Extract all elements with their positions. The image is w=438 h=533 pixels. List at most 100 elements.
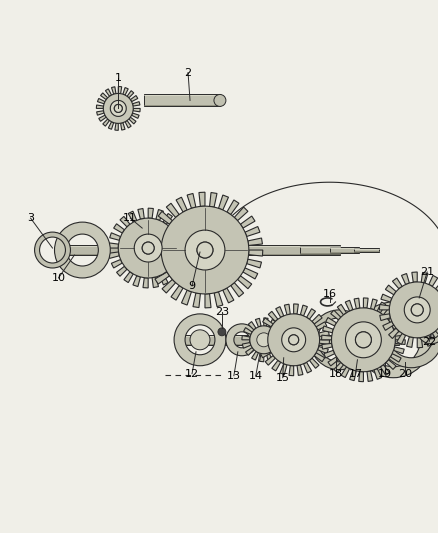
Polygon shape <box>130 95 138 102</box>
Polygon shape <box>105 89 111 96</box>
Wedge shape <box>378 304 438 368</box>
Text: 2: 2 <box>184 68 191 77</box>
Polygon shape <box>237 276 251 289</box>
Circle shape <box>256 333 270 347</box>
Polygon shape <box>321 343 332 349</box>
Polygon shape <box>380 294 391 302</box>
Polygon shape <box>273 324 281 332</box>
Circle shape <box>118 218 178 278</box>
Polygon shape <box>317 346 328 353</box>
Polygon shape <box>171 286 183 300</box>
Polygon shape <box>271 360 280 371</box>
Text: 10: 10 <box>51 273 65 283</box>
Polygon shape <box>218 195 228 210</box>
Polygon shape <box>255 318 261 327</box>
Wedge shape <box>403 297 429 323</box>
Polygon shape <box>132 102 140 106</box>
Polygon shape <box>133 276 140 287</box>
Polygon shape <box>129 117 136 124</box>
Polygon shape <box>240 216 254 228</box>
Bar <box>144 94 219 107</box>
Polygon shape <box>392 278 401 289</box>
Polygon shape <box>401 273 409 285</box>
Polygon shape <box>159 274 168 285</box>
Polygon shape <box>385 285 395 295</box>
Polygon shape <box>336 304 346 315</box>
Polygon shape <box>416 337 422 348</box>
Text: 19: 19 <box>378 369 392 379</box>
Polygon shape <box>138 208 144 219</box>
Polygon shape <box>176 197 187 212</box>
Polygon shape <box>378 304 389 310</box>
Polygon shape <box>97 99 105 104</box>
Polygon shape <box>116 266 127 276</box>
Polygon shape <box>275 306 283 317</box>
Polygon shape <box>344 300 352 311</box>
Text: 20: 20 <box>397 369 411 379</box>
Polygon shape <box>226 200 238 215</box>
Polygon shape <box>96 105 103 108</box>
Wedge shape <box>345 322 381 358</box>
Polygon shape <box>431 331 438 342</box>
Polygon shape <box>214 292 223 306</box>
Polygon shape <box>223 288 233 303</box>
Polygon shape <box>245 348 253 356</box>
Polygon shape <box>268 320 276 328</box>
Polygon shape <box>177 238 187 244</box>
Polygon shape <box>127 91 134 98</box>
Polygon shape <box>150 264 165 273</box>
Wedge shape <box>416 316 438 344</box>
Text: 18: 18 <box>328 369 342 379</box>
Polygon shape <box>251 351 258 360</box>
Polygon shape <box>265 356 275 365</box>
Circle shape <box>197 242 212 258</box>
Polygon shape <box>123 87 128 95</box>
Polygon shape <box>394 330 404 336</box>
Wedge shape <box>174 314 226 366</box>
Polygon shape <box>242 268 257 279</box>
Circle shape <box>288 335 298 345</box>
Polygon shape <box>366 371 372 382</box>
Polygon shape <box>323 350 334 358</box>
Polygon shape <box>340 367 349 377</box>
Circle shape <box>213 94 226 107</box>
Polygon shape <box>244 227 259 237</box>
Bar <box>60 245 339 255</box>
Circle shape <box>331 308 394 372</box>
Polygon shape <box>131 113 139 118</box>
Polygon shape <box>318 340 329 344</box>
Polygon shape <box>314 353 324 362</box>
Polygon shape <box>111 87 116 94</box>
Polygon shape <box>242 343 250 348</box>
Polygon shape <box>428 276 437 286</box>
Polygon shape <box>309 358 318 368</box>
Wedge shape <box>54 222 110 278</box>
Polygon shape <box>147 255 162 262</box>
Polygon shape <box>437 325 438 335</box>
Polygon shape <box>209 192 216 207</box>
Polygon shape <box>311 314 321 324</box>
Polygon shape <box>330 310 340 320</box>
Polygon shape <box>434 281 438 292</box>
Polygon shape <box>174 228 184 237</box>
Polygon shape <box>370 299 376 310</box>
Polygon shape <box>396 333 405 344</box>
Polygon shape <box>306 309 315 319</box>
Polygon shape <box>115 123 118 131</box>
Polygon shape <box>277 340 285 344</box>
Polygon shape <box>166 269 176 280</box>
Text: 22: 22 <box>421 337 435 347</box>
Circle shape <box>389 282 438 338</box>
Polygon shape <box>349 370 356 381</box>
Polygon shape <box>120 216 130 227</box>
Text: 3: 3 <box>27 213 34 223</box>
Polygon shape <box>108 122 113 130</box>
Polygon shape <box>379 365 389 375</box>
Polygon shape <box>262 318 272 327</box>
Polygon shape <box>394 340 404 344</box>
Bar <box>178 335 399 345</box>
Polygon shape <box>187 193 195 208</box>
Polygon shape <box>382 307 392 317</box>
Polygon shape <box>248 321 255 330</box>
Polygon shape <box>318 330 328 336</box>
